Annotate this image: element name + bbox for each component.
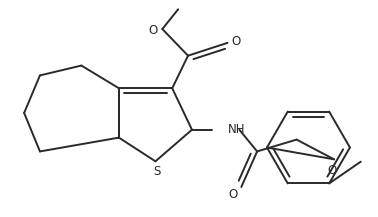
Text: S: S	[154, 165, 161, 178]
Text: O: O	[229, 188, 238, 201]
Text: O: O	[149, 23, 158, 36]
Text: O: O	[327, 164, 337, 177]
Text: O: O	[232, 35, 241, 48]
Text: NH: NH	[228, 123, 245, 136]
